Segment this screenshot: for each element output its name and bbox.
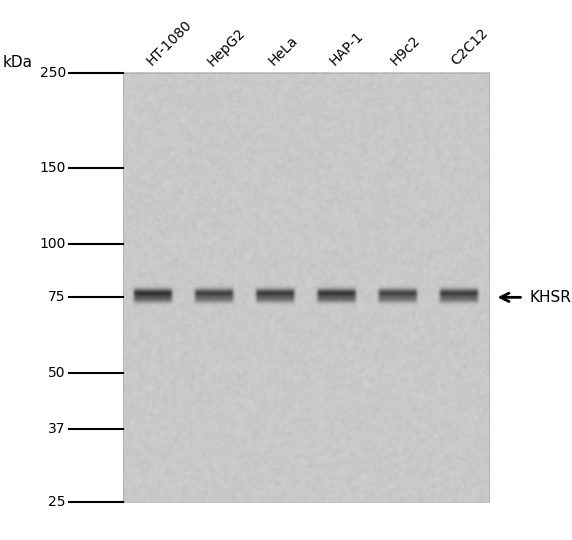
Text: H9c2: H9c2 xyxy=(388,33,423,69)
Text: HepG2: HepG2 xyxy=(205,25,248,69)
Text: 250: 250 xyxy=(39,66,66,80)
Text: 150: 150 xyxy=(39,161,66,175)
Text: 37: 37 xyxy=(48,422,66,436)
Text: KHSRP: KHSRP xyxy=(529,290,572,305)
Text: 100: 100 xyxy=(39,237,66,251)
Text: kDa: kDa xyxy=(3,55,33,70)
Text: 75: 75 xyxy=(48,291,66,305)
Bar xyxy=(123,73,489,502)
Text: 25: 25 xyxy=(48,495,66,509)
Text: HAP-1: HAP-1 xyxy=(327,29,366,69)
Text: 50: 50 xyxy=(48,366,66,380)
Text: C2C12: C2C12 xyxy=(448,26,491,69)
Text: HT-1080: HT-1080 xyxy=(144,18,194,69)
Text: HeLa: HeLa xyxy=(265,34,300,69)
